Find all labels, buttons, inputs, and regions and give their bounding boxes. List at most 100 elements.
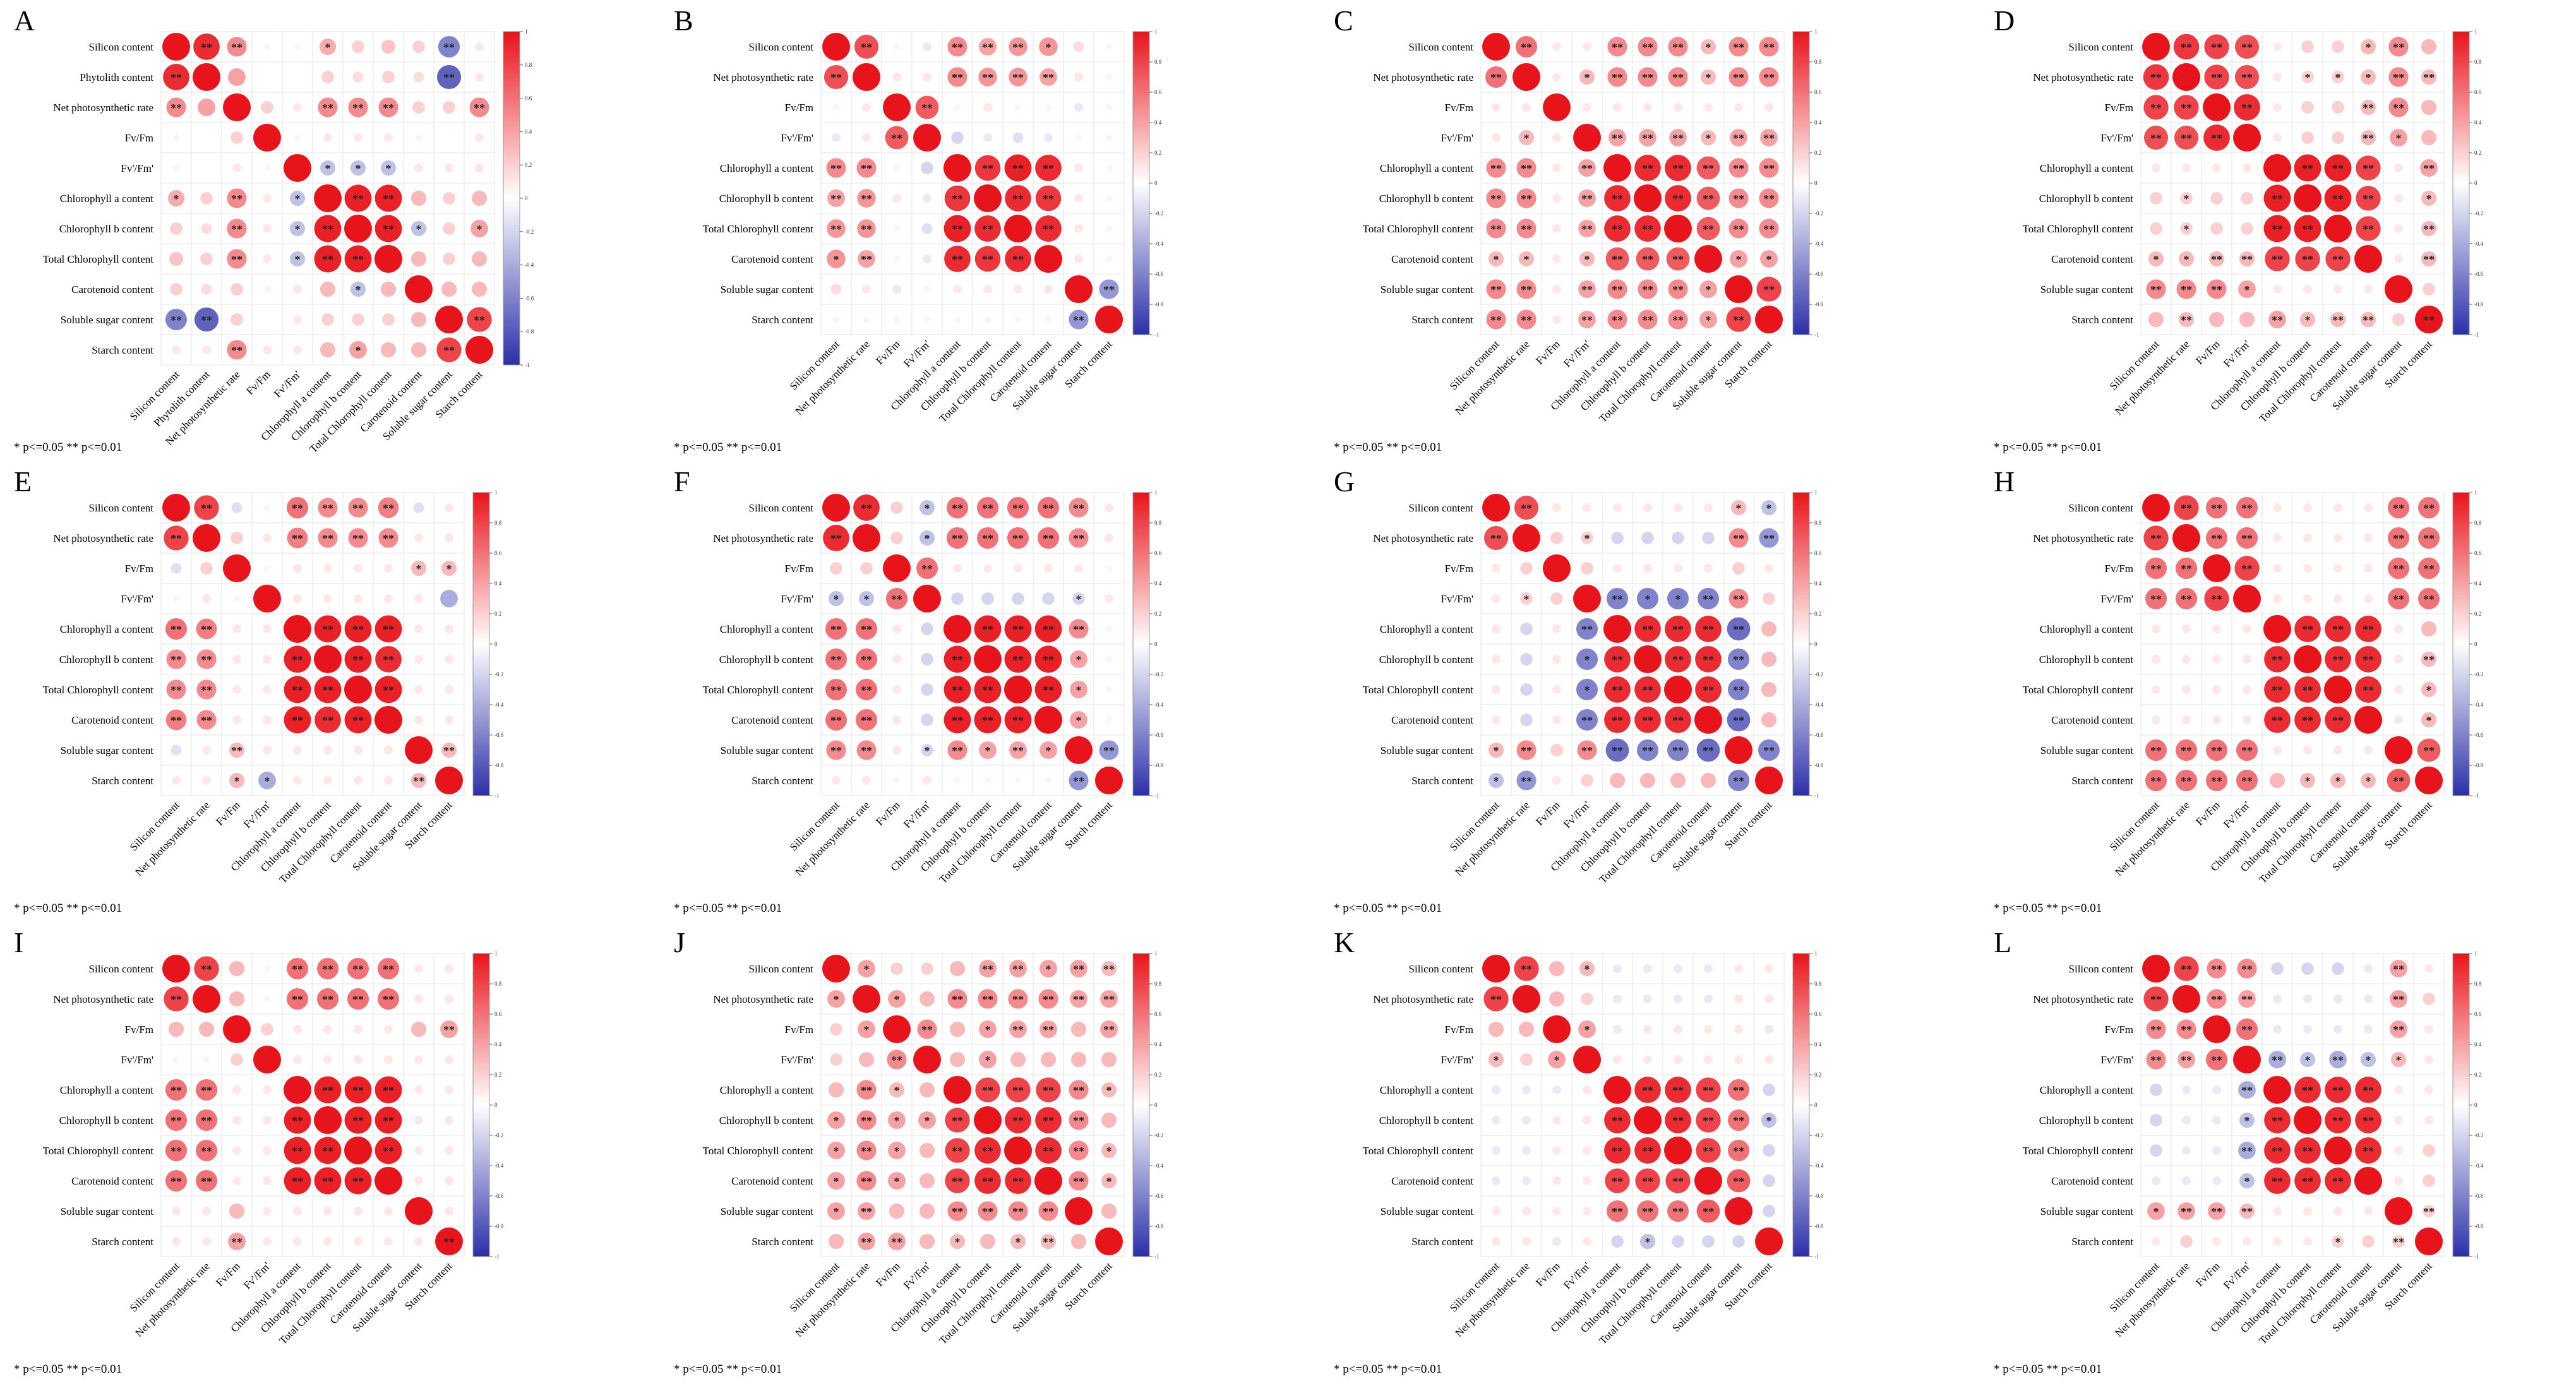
significance-mark: ** [2241, 1145, 2253, 1157]
significance-mark: * [834, 1145, 839, 1157]
correlation-bubble [2356, 186, 2381, 211]
colorbar-tick-label: -1 [494, 1253, 500, 1260]
correlation-bubble [1578, 220, 1596, 237]
correlation-bubble [2150, 1114, 2162, 1126]
correlation-bubble [445, 685, 453, 694]
significance-mark: * [2426, 684, 2432, 696]
colorbar-tick-label: -0.2 [1814, 671, 1823, 678]
correlation-bubble [2325, 707, 2351, 733]
correlation-bubble [445, 964, 453, 973]
significance-mark: ** [2302, 623, 2313, 636]
correlation-bubble [374, 1076, 402, 1104]
significance-mark: ** [2393, 71, 2404, 84]
correlation-bubble [2388, 37, 2409, 57]
significance-mark: ** [1612, 684, 1623, 696]
correlation-bubble [1576, 648, 1598, 671]
significance-mark: ** [2332, 623, 2344, 636]
correlation-bubble [374, 215, 402, 242]
correlation-bubble [1643, 503, 1652, 512]
significance-mark: ** [1763, 71, 1775, 84]
significance-mark: ** [1642, 132, 1653, 145]
correlation-bubble [2294, 707, 2321, 733]
colorbar [2452, 953, 2470, 1257]
significance-mark: * [1585, 253, 1590, 266]
correlation-bubble [344, 1137, 372, 1164]
significance-mark: ** [2272, 253, 2283, 266]
correlation-bubble [1702, 1235, 1715, 1248]
correlation-bubble [1007, 496, 1029, 519]
correlation-bubble [440, 1020, 458, 1038]
correlation-bubble [1552, 624, 1561, 633]
correlation-bubble [832, 776, 841, 785]
correlation-bubble [375, 646, 402, 672]
correlation-bubble [1012, 592, 1024, 605]
correlation-bubble [1037, 527, 1060, 549]
correlation-bubble [974, 645, 1002, 673]
correlation-bubble [1583, 103, 1591, 112]
significance-mark: ** [1043, 193, 1054, 205]
correlation-bubble [2423, 1144, 2435, 1157]
correlation-bubble [1763, 1084, 1775, 1096]
row-label: Chlorophyll a content [1380, 1084, 1474, 1096]
correlation-bubble [170, 222, 183, 235]
correlation-bubble [1552, 1146, 1561, 1155]
significance-mark: * [325, 162, 331, 175]
correlation-bubble [1106, 134, 1112, 141]
significance-mark: * [2154, 253, 2159, 266]
significance-mark: ** [1521, 284, 1532, 296]
significance-mark: ** [1733, 654, 1744, 666]
significance-mark: ** [2302, 1175, 2313, 1188]
correlation-bubble [2271, 962, 2284, 975]
correlation-bubble [263, 1176, 272, 1185]
significance-mark: * [894, 1084, 900, 1097]
significance-mark: ** [952, 684, 963, 696]
significance-mark: ** [2272, 654, 2283, 666]
significance-mark: ** [1012, 963, 1024, 976]
correlation-bubble [289, 220, 306, 237]
significance-mark: ** [2272, 1145, 2283, 1157]
correlation-bubble [1700, 39, 1716, 55]
correlation-bubble [1552, 315, 1561, 324]
correlation-bubble [2354, 706, 2382, 734]
correlation-bubble [1727, 769, 1750, 792]
correlation-bubble [2299, 772, 2316, 789]
correlation-bubble [2392, 1235, 2405, 1248]
significance-mark: ** [2150, 532, 2162, 545]
correlation-bubble [857, 219, 876, 238]
correlation-bubble [827, 1202, 845, 1220]
correlation-bubble [1069, 309, 1089, 330]
correlation-bubble [1760, 129, 1778, 146]
correlation-bubble [193, 985, 220, 1013]
significance-mark: ** [474, 314, 485, 326]
correlation-bubble [203, 1056, 210, 1063]
correlation-bubble [2303, 995, 2312, 1003]
correlation-bubble [830, 284, 842, 295]
significance-mark: ** [1521, 502, 1532, 515]
correlation-bubble [410, 220, 427, 237]
correlation-bubble [827, 990, 845, 1008]
row-label: Silicon content [749, 41, 814, 53]
correlation-bubble [1605, 247, 1629, 271]
correlation-bubble [1696, 738, 1720, 762]
correlation-bubble [2263, 215, 2291, 242]
significance-mark: ** [383, 193, 394, 205]
row-label: Fv/Fm [785, 1024, 813, 1036]
correlation-bubble [1579, 69, 1595, 85]
significance-mark: * [416, 223, 422, 236]
significance-mark: ** [1703, 744, 1714, 757]
correlation-bubble [264, 165, 270, 171]
significance-mark: * [446, 563, 452, 575]
significance-mark: * [2154, 1205, 2159, 1218]
significance-mark: ** [322, 993, 333, 1006]
panel-label: K [1334, 926, 1355, 959]
correlation-bubble [1734, 995, 1743, 1003]
correlation-bubble [1665, 616, 1691, 642]
correlation-bubble [384, 594, 393, 603]
correlation-bubble [172, 345, 181, 354]
correlation-bubble [1492, 1085, 1501, 1094]
correlation-bubble [166, 649, 186, 669]
correlation-bubble [2303, 564, 2312, 573]
correlation-bubble [863, 316, 870, 323]
significance-mark: ** [1490, 993, 1502, 1006]
